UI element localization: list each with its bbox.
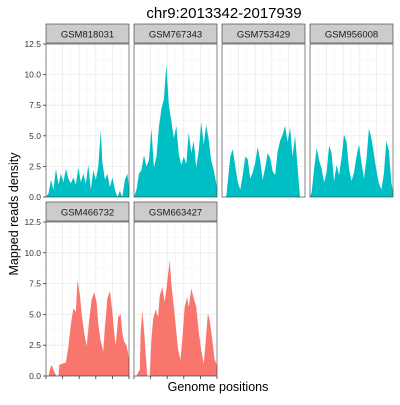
facet-panel: GSM663427	[133, 201, 218, 379]
facet-strip	[133, 23, 218, 44]
y-tick-label: 7.5	[29, 100, 41, 110]
panel-border	[133, 221, 218, 377]
facet-strip	[309, 23, 394, 44]
y-tick-label: 5.0	[29, 309, 41, 319]
density-area	[222, 126, 305, 197]
y-tick-label: 10.0	[24, 248, 41, 258]
y-tick-label: 2.5	[29, 161, 41, 171]
facet-strip-label: GSM818031	[61, 30, 114, 41]
panel-border	[45, 43, 130, 198]
facet-panel: GSM466732 0.0 2.5 5.0 7.5 10.0 12.5	[24, 201, 130, 381]
panel-border	[133, 43, 218, 198]
facet-strip-label: GSM753429	[237, 30, 290, 41]
density-area	[46, 130, 129, 197]
y-tick-label: 7.5	[29, 279, 41, 289]
facet-strip-label: GSM663427	[149, 208, 202, 219]
facet-strip	[45, 201, 130, 222]
facet-panel: GSM956008	[309, 23, 394, 198]
panel-border	[45, 221, 130, 377]
y-tick-label: 0.0	[29, 192, 41, 202]
panel-border	[221, 43, 306, 198]
density-area	[134, 64, 217, 197]
facet-strip	[133, 201, 218, 222]
facet-panel: GSM818031 0.0 2.5 5.0 7.5 10.0 12.5	[24, 23, 130, 202]
y-tick-label: 0.0	[29, 371, 41, 381]
facet-strip-label: GSM956008	[325, 30, 378, 41]
facet-panel: GSM767343	[133, 23, 218, 198]
density-area	[46, 279, 129, 376]
density-area	[310, 128, 393, 197]
y-tick-label: 12.5	[24, 39, 41, 49]
y-tick-label: 5.0	[29, 131, 41, 141]
facet-panel: GSM753429	[221, 23, 306, 198]
facet-panels: GSM818031 0.0 2.5 5.0 7.5 10.0 12.5 GSM767343 GS…	[24, 23, 394, 381]
y-tick-label: 2.5	[29, 340, 41, 350]
facet-strip	[45, 23, 130, 44]
facet-strip-label: GSM767343	[149, 30, 202, 41]
chart-title: chr9:2013342-2017939	[146, 5, 301, 22]
y-tick-label: 10.0	[24, 70, 41, 80]
y-tick-label: 12.5	[24, 217, 41, 227]
density-area	[134, 260, 217, 376]
y-axis-label: Mapped reads density	[7, 152, 21, 276]
facet-strip	[221, 23, 306, 44]
x-axis-label: Genome positions	[168, 380, 269, 394]
panel-border	[309, 43, 394, 198]
facet-strip-label: GSM466732	[61, 208, 114, 219]
